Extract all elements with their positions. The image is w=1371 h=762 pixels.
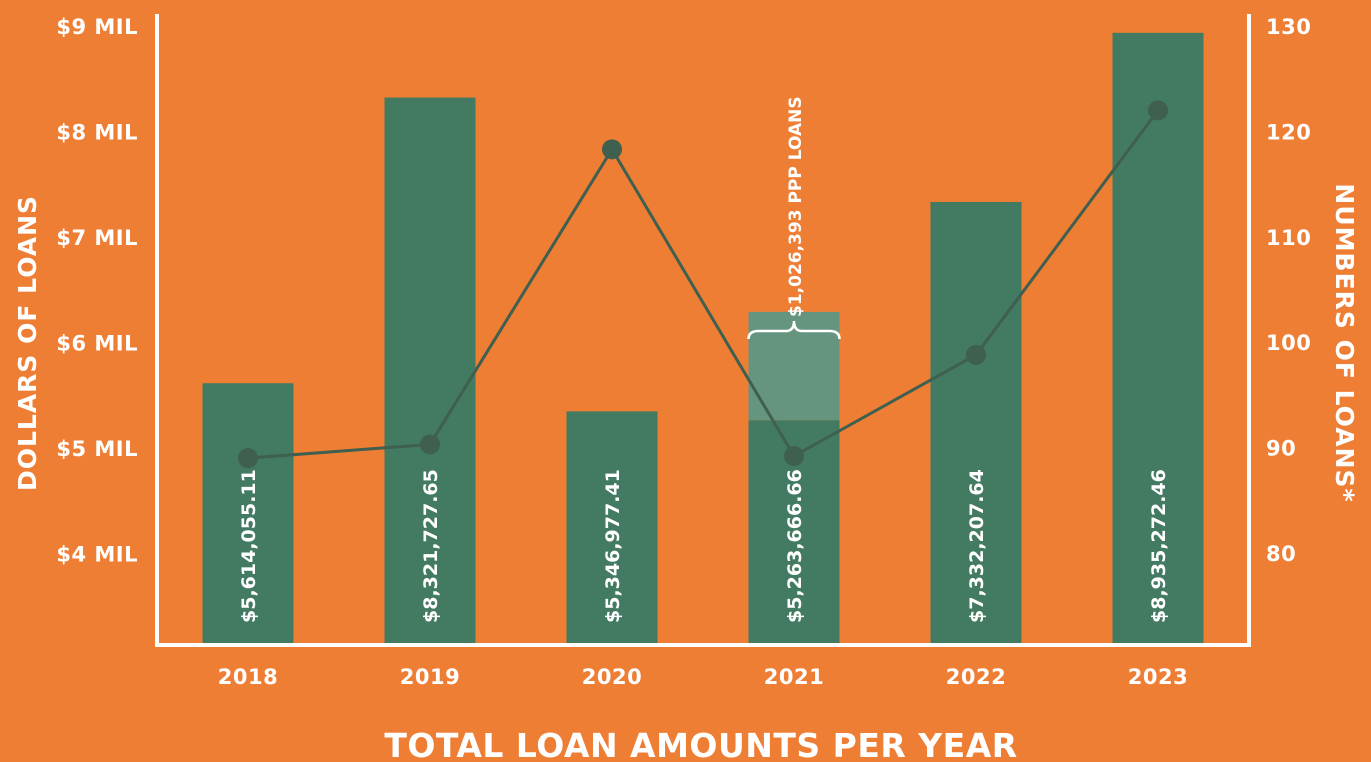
- bar-2019: [384, 97, 476, 645]
- x-tick-2022: 2022: [946, 665, 1006, 689]
- y2-tick-110: 110: [1266, 226, 1311, 250]
- bar-value-label-2020: $5,346,977.41: [602, 469, 624, 623]
- loan-count-point-2020: [602, 139, 622, 160]
- y2-tick-120: 120: [1266, 120, 1311, 144]
- y-tick-6000000: $6 MIL: [56, 332, 138, 356]
- ppp-annotation-label: $1,026,393 PPP LOANS: [786, 96, 806, 317]
- x-tick-2020: 2020: [582, 665, 642, 689]
- y2-axis-title: NUMBERS OF LOANS*: [1330, 183, 1359, 502]
- loan-count-line: [247, 109, 1160, 460]
- bar-value-label-2018: $5,614,055.11: [238, 469, 260, 623]
- x-tick-2018: 2018: [218, 665, 278, 689]
- y-axis-title: DOLLARS OF LOANS: [13, 195, 42, 491]
- bar-value-label-2019: $8,321,727.65: [420, 469, 442, 623]
- annotation-group: $1,026,393 PPP LOANS: [747, 96, 841, 340]
- bar-2020: [566, 411, 658, 645]
- axes-group: [155, 14, 1251, 647]
- loan-count-point-2018: [238, 448, 258, 469]
- loan-count-point-2023: [1148, 100, 1168, 121]
- loan-count-point-2022: [966, 344, 986, 365]
- x-tick-2023: 2023: [1128, 665, 1188, 689]
- y2-tick-90: 90: [1266, 437, 1296, 461]
- bar-2018: [202, 383, 294, 645]
- loan-count-point-2021: [784, 446, 804, 467]
- bar-2022: [930, 201, 1022, 645]
- x-tick-2021: 2021: [764, 665, 824, 689]
- y2-tick-100: 100: [1266, 331, 1311, 355]
- bar-value-label-2022: $7,332,207.64: [966, 469, 988, 623]
- y-tick-5000000: $5 MIL: [56, 437, 138, 461]
- y-tick-7000000: $7 MIL: [56, 226, 138, 250]
- ticks-group: 2018 2019 2020 2021 2022 2023 $4 MIL $5 MIL $6 M…: [56, 15, 1311, 689]
- line-group: [238, 100, 1168, 469]
- y-tick-8000000: $8 MIL: [56, 121, 138, 145]
- bars-group: $5,614,055.11 $8,321,727.65 $5,346,977.41 $…: [202, 32, 1204, 646]
- y-tick-4000000: $4 MIL: [56, 543, 138, 567]
- bar-value-label-2023: $8,935,272.46: [1148, 469, 1170, 623]
- bar-2023: [1112, 32, 1204, 646]
- ppp-brace: [747, 320, 841, 340]
- y-tick-9000000: $9 MIL: [56, 15, 138, 39]
- x-tick-2019: 2019: [400, 665, 460, 689]
- y2-tick-80: 80: [1266, 542, 1296, 566]
- loan-count-point-2019: [420, 434, 440, 455]
- chart-title: TOTAL LOAN AMOUNTS PER YEAR: [384, 726, 1017, 762]
- bar-value-label-2021: $5,263,666.66: [784, 469, 806, 623]
- y2-tick-130: 130: [1266, 15, 1311, 39]
